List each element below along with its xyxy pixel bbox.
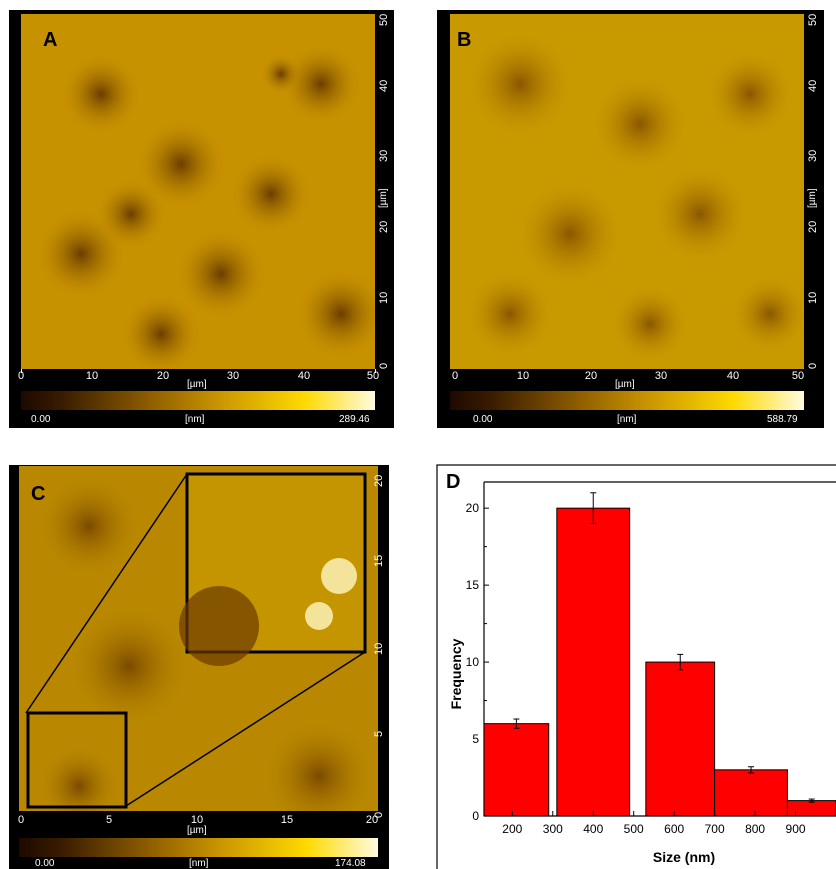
x-tick-a-1: 10: [85, 370, 99, 382]
y-tick-c-0: 0: [373, 811, 385, 818]
colorbar-max-c: 174.08: [335, 858, 366, 869]
y-tick-b-4: 40: [807, 79, 819, 92]
colorbar-unit-a: [nm]: [185, 414, 205, 425]
x-axis-label: Size (nm): [653, 849, 715, 865]
y-tick-a-4: 40: [378, 79, 390, 92]
y-unit-b: [µm]: [807, 188, 818, 208]
x-tick-label: 200: [502, 822, 522, 836]
x-tick-label: 300: [543, 822, 563, 836]
x-tick-c-4: 20: [365, 814, 379, 826]
y-unit-a: [µm]: [378, 188, 389, 208]
x-tick-label: 500: [624, 822, 644, 836]
bar: [483, 723, 550, 817]
bar: [786, 800, 836, 817]
x-tick-a-3: 30: [226, 370, 240, 382]
colorbar-b: [450, 391, 804, 410]
x-tick-b-1: 10: [516, 370, 530, 382]
y-unit-c: [µm]: [389, 633, 400, 653]
panel-label-c: C: [31, 483, 46, 505]
x-tick-a-5: 50: [366, 370, 380, 382]
x-tick-b-3: 30: [654, 370, 668, 382]
size-histogram-chart: D Frequency Size (nm) 0 5 10 15 20 200 300 400 5…: [436, 464, 836, 869]
colorbar-max-a: 289.46: [339, 414, 370, 425]
x-tick-c-0: 0: [17, 814, 25, 826]
x-tick-b-4: 40: [726, 370, 740, 382]
y-tick-c-3: 15: [373, 554, 385, 567]
afm-image-c: [19, 466, 378, 811]
x-tick-a-0: 0: [17, 370, 25, 382]
afm-panel-c: C 0 5 10 15 20 [µm] 0 5 10 15 20 [µm] 0.…: [9, 465, 400, 869]
y-tick-b-2: 20: [807, 220, 819, 233]
panel-label-d: D: [446, 471, 460, 493]
x-tick-c-3: 15: [280, 814, 294, 826]
afm-image-b: [450, 14, 804, 369]
afm-panel-b: B 0 10 20 30 40 50 [µm] 0 10 20 30 40 50…: [437, 10, 824, 428]
y-tick-a-3: 30: [378, 149, 390, 162]
colorbar-max-b: 588.79: [767, 414, 798, 425]
y-tick-a-0: 0: [378, 362, 390, 369]
y-tick-b-0: 0: [807, 362, 819, 369]
y-tick-a-1: 10: [378, 291, 390, 304]
afm-image-a: [21, 14, 375, 369]
y-tick-a-5: 50: [378, 13, 390, 26]
x-tick-label: 600: [664, 822, 684, 836]
plot-area: 0 5 10 15 20 200 300 400 500 600 700 800 900: [466, 481, 836, 836]
y-tick-label: 20: [466, 501, 480, 515]
panel-label-a: A: [43, 29, 58, 51]
y-tick-a-2: 20: [378, 220, 390, 233]
y-axis-label: Frequency: [448, 638, 464, 709]
x-tick-label: 400: [583, 822, 603, 836]
x-tick-a-4: 40: [297, 370, 311, 382]
x-tick-b-0: 0: [451, 370, 459, 382]
x-tick-label: 900: [786, 822, 806, 836]
y-tick-c-4: 20: [373, 474, 385, 487]
y-tick-b-1: 10: [807, 291, 819, 304]
colorbar-a: [21, 391, 375, 410]
y-tick-c-1: 5: [373, 730, 385, 737]
x-tick-b-5: 50: [791, 370, 805, 382]
colorbar-min-a: 0.00: [31, 414, 51, 425]
bar: [714, 769, 788, 817]
bar: [556, 507, 631, 817]
x-unit-b: [µm]: [615, 379, 635, 390]
colorbar-min-c: 0.00: [35, 858, 55, 869]
x-tick-c-2: 10: [190, 814, 204, 826]
y-tick-label: 5: [472, 732, 479, 746]
x-tick-b-2: 20: [584, 370, 598, 382]
x-tick-label: 700: [705, 822, 725, 836]
x-tick-label: 800: [745, 822, 765, 836]
bar: [645, 661, 716, 817]
y-tick-label: 15: [466, 578, 480, 592]
colorbar-c: [19, 838, 378, 857]
panel-label-b: B: [457, 29, 472, 51]
x-tick-c-1: 5: [105, 814, 113, 826]
y-tick-label: 10: [466, 655, 480, 669]
colorbar-unit-c: [nm]: [189, 858, 209, 869]
colorbar-min-b: 0.00: [473, 414, 493, 425]
x-unit-a: [µm]: [187, 379, 207, 390]
y-tick-b-3: 30: [807, 149, 819, 162]
y-tick-b-5: 50: [807, 13, 819, 26]
y-tick-c-2: 10: [373, 642, 385, 655]
y-tick-label: 0: [472, 809, 479, 823]
afm-panel-a: A 0 10 20 30 40 50 [µm] 0 10 20 30 40 50…: [9, 10, 394, 428]
x-tick-a-2: 20: [156, 370, 170, 382]
x-unit-c: [µm]: [187, 825, 207, 836]
colorbar-unit-b: [nm]: [617, 414, 637, 425]
